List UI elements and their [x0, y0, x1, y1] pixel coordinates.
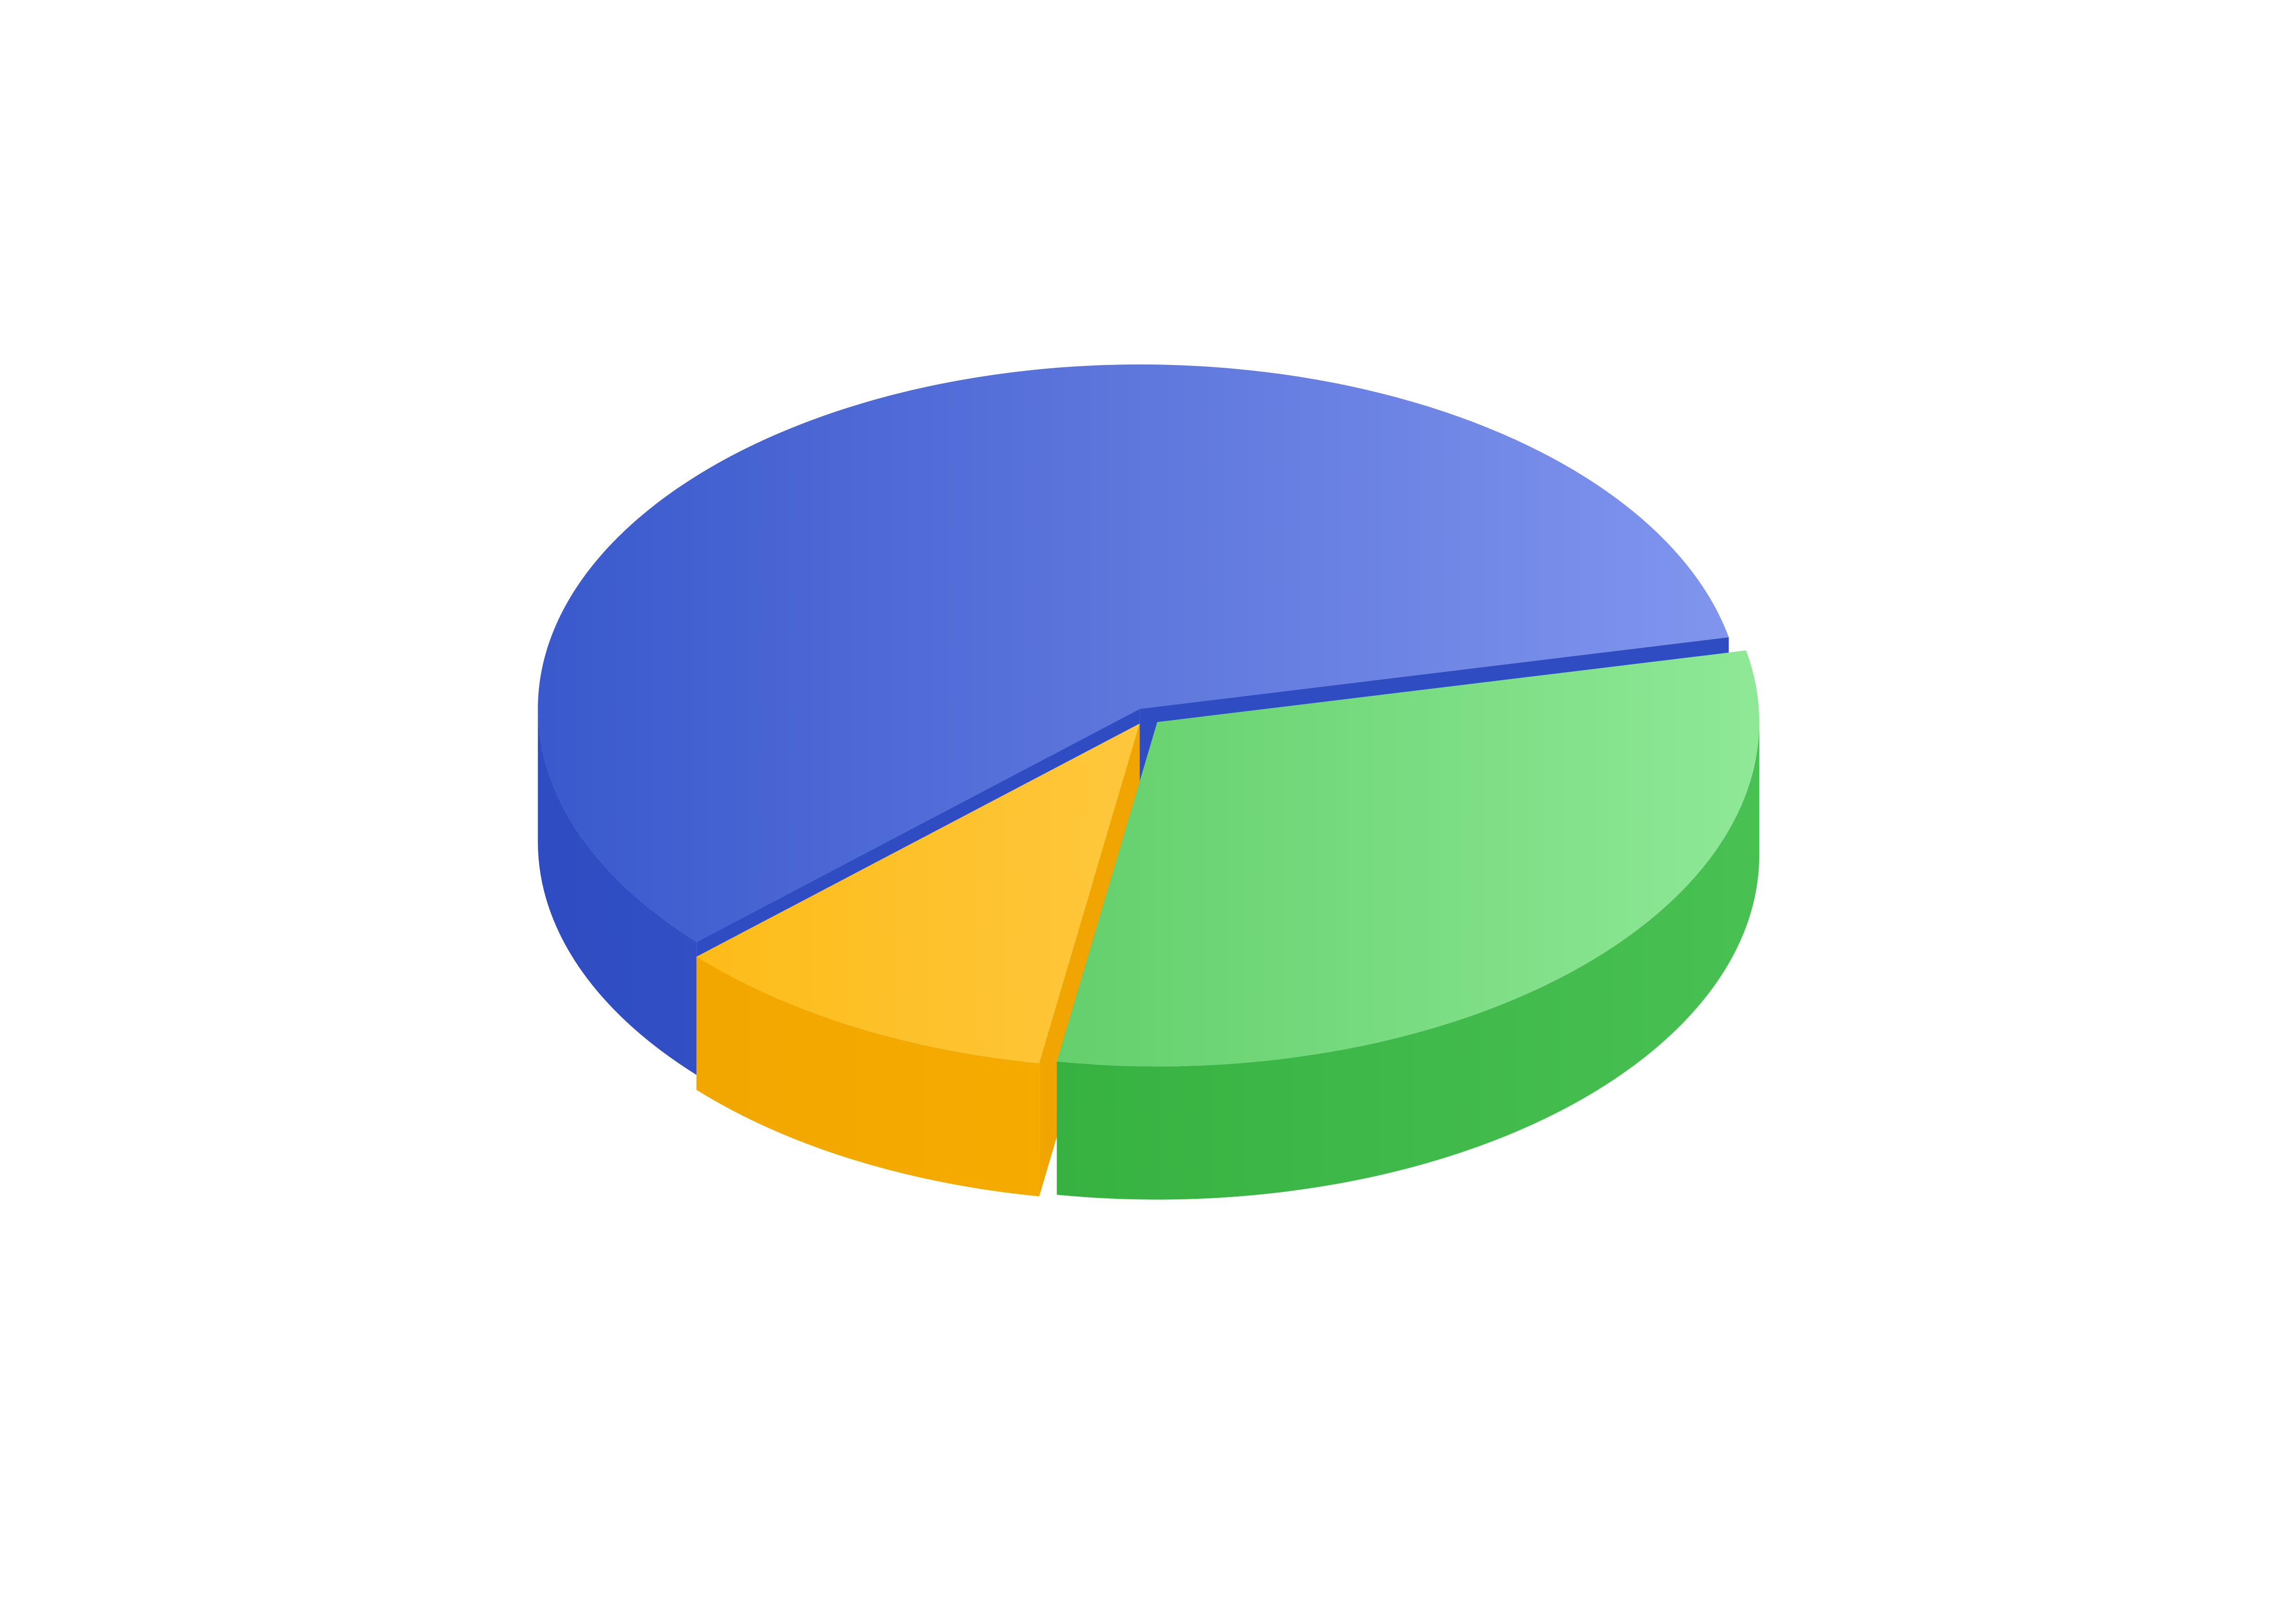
slice-outer-side-0-0 — [1057, 722, 1760, 1200]
pie-slice-0 — [1057, 650, 1760, 1200]
slice-outer-side-1-0 — [696, 956, 1040, 1197]
slice-top-0 — [1057, 650, 1760, 1067]
pie-slices — [538, 364, 1760, 1200]
slice-outer-side-2-0 — [538, 708, 697, 1075]
slice-top-1 — [696, 724, 1140, 1063]
slice-top-2 — [538, 364, 1729, 942]
